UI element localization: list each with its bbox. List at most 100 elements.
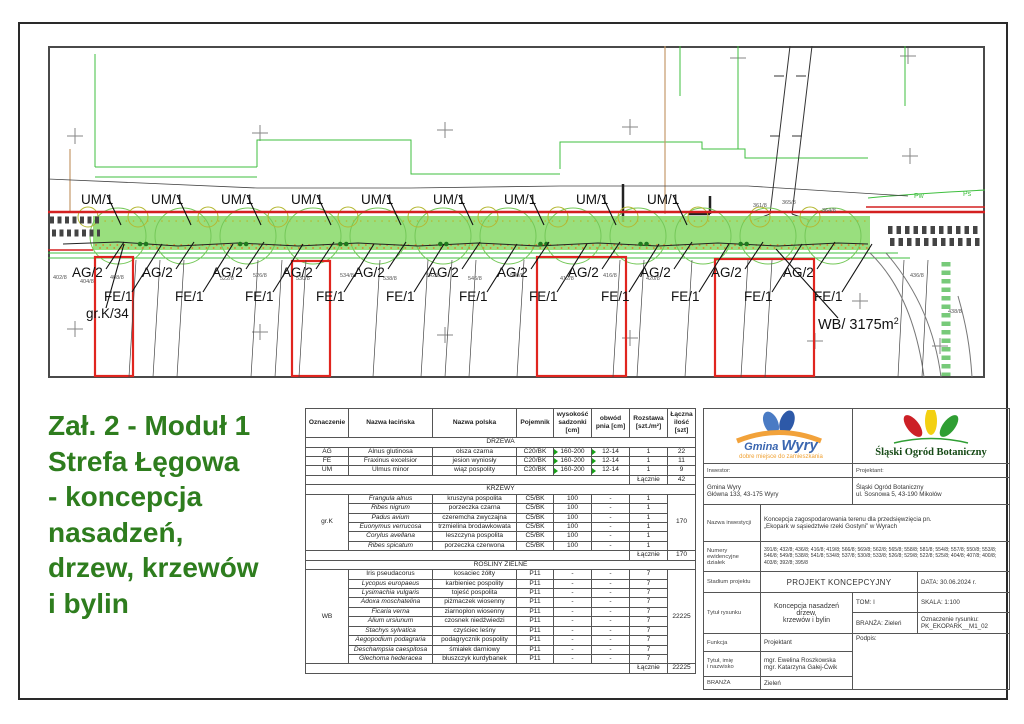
table-cell: Łącznie bbox=[629, 663, 668, 674]
table-cell: 7 bbox=[629, 644, 668, 655]
table-cell: C20/BK bbox=[516, 446, 554, 458]
tree-canopy-circles bbox=[89, 207, 862, 265]
table-row: Ficaria verna ziarnopłon wiosenny P11- -7 bbox=[306, 606, 696, 618]
table-cell: 100 bbox=[553, 512, 592, 524]
section-title: DRZEWA bbox=[305, 437, 696, 448]
svg-text:364/8: 364/8 bbox=[822, 208, 836, 214]
col-header: Oznaczenie bbox=[305, 408, 349, 438]
svg-text:438/8: 438/8 bbox=[948, 309, 962, 315]
table-cell: wiąz pospolity bbox=[432, 465, 517, 476]
branza-label: BRANŻA bbox=[703, 676, 761, 690]
table-cell: podagrycznik pospolity bbox=[432, 635, 517, 646]
table-cell: karbieniec pospolity bbox=[432, 578, 517, 590]
table-cell: Ulmus minor bbox=[348, 465, 433, 476]
svg-text:546/8: 546/8 bbox=[468, 276, 482, 282]
stadium-value: PROJEKT KONCEPCYJNY bbox=[760, 571, 918, 593]
parcel-numbers: 402/8 404/8 408/8 522/8 526/8 530/8 534/… bbox=[53, 200, 962, 315]
table-cell: 1 bbox=[629, 540, 668, 552]
table-cell: - bbox=[591, 616, 630, 627]
table-cell: 12-14 bbox=[591, 455, 630, 467]
table-cell: kruszyna pospolita bbox=[432, 493, 517, 505]
section-header-drzewa: DRZEWA bbox=[305, 437, 696, 448]
svg-text:522/8: 522/8 bbox=[220, 276, 234, 282]
table-cell: C5/BK bbox=[516, 540, 554, 552]
table-cell: 7 bbox=[629, 578, 668, 590]
table-cell: 1 bbox=[629, 455, 668, 467]
tytul-value: Koncepcja nasadzeń drzew, krzewów i byli… bbox=[760, 592, 853, 634]
plan-label-ag: AG/2 bbox=[72, 265, 103, 280]
table-cell: P11 bbox=[516, 569, 554, 580]
table-cell: - bbox=[591, 625, 630, 637]
tytul-label: Tytuł rysunku bbox=[703, 592, 761, 634]
table-row: Stachys sylvatica czyściec leśny P11- -7 bbox=[306, 625, 696, 637]
branza-value: Zieleń bbox=[760, 676, 853, 690]
table-cell: - bbox=[591, 644, 630, 655]
plan-label-grk: gr.K/34 bbox=[86, 306, 129, 321]
svg-text:530/8: 530/8 bbox=[296, 276, 310, 282]
table-row: FE Fraxinus excelsior jesion wyniosły C20/B… bbox=[305, 455, 696, 467]
oznaczenie-value: Oznaczenie rysunku: PK_EKOPARK__M1_02 bbox=[917, 612, 1010, 634]
table-cell: Frangula alnus bbox=[348, 493, 433, 505]
table-cell: 1 bbox=[629, 512, 668, 524]
table-cell: 160-200 bbox=[553, 465, 592, 476]
plan-label-um: UM/1 bbox=[504, 192, 536, 207]
table-cell: tojeść pospolita bbox=[432, 588, 517, 599]
group-total-cell: 170 bbox=[667, 493, 696, 552]
col-header: Nazwa polska bbox=[432, 408, 517, 438]
table-cell: - bbox=[591, 635, 630, 646]
table-cell: 1 bbox=[629, 531, 668, 542]
table-row: Ribes nigrum porzeczka czarna C5/BK 100-1 bbox=[306, 503, 696, 514]
table-cell bbox=[305, 663, 630, 674]
plan-label-ag: AG/2 bbox=[282, 265, 313, 280]
section-title: KRZEWY bbox=[305, 484, 696, 495]
table-cell: Alnus glutinosa bbox=[348, 446, 433, 458]
table-row: UM Ulmus minor wiąz pospolity C20/BK 160-200… bbox=[305, 465, 696, 476]
svg-text:534/8: 534/8 bbox=[340, 273, 354, 279]
table-cell: 100 bbox=[553, 531, 592, 542]
table-cell: 1 bbox=[629, 446, 668, 458]
table-cell: - bbox=[553, 653, 592, 665]
site-plan: UM/1 UM/1 UM/1 UM/1 UM/1 UM/1 UM/1 UM/1 … bbox=[48, 46, 985, 378]
plan-label-um: UM/1 bbox=[647, 192, 679, 207]
function-row: Funkcja Projektant Podpis: bbox=[703, 633, 1010, 690]
sob-logo-text: Śląski Ogród Botaniczny bbox=[875, 446, 987, 458]
imie-value: mgr. Ewelina Roszkowska mgr. Katarzyna G… bbox=[760, 651, 853, 677]
table-cell: - bbox=[591, 569, 630, 580]
table-cell: C20/BK bbox=[516, 455, 554, 467]
table-cell: - bbox=[553, 606, 592, 618]
red-boundaries bbox=[48, 206, 985, 251]
svg-text:402/8: 402/8 bbox=[53, 275, 67, 281]
table-cell: - bbox=[591, 503, 630, 514]
svg-text:404/8: 404/8 bbox=[80, 279, 94, 285]
table-cell: czosnek niedźwiedzi bbox=[432, 616, 517, 627]
table-cell: porzeczka czerwona bbox=[432, 540, 517, 552]
plan-label-fe: FE/1 bbox=[671, 289, 700, 304]
plan-label-pw: Pw bbox=[914, 193, 925, 200]
plan-label-um: UM/1 bbox=[151, 192, 183, 207]
table-cell: FE bbox=[305, 455, 349, 467]
table-cell: czyściec leśny bbox=[432, 625, 517, 637]
gmina-wyry-logo: Gmina Wyry dobre miejsce do zamieszkania bbox=[703, 408, 853, 464]
svg-text:550/8: 550/8 bbox=[510, 273, 524, 279]
numery-label: Numery ewidencyjne działek bbox=[703, 541, 761, 572]
numery-value: 391/8; 432/8; 436/8; 416/8; 419/8; 566/8… bbox=[760, 541, 1010, 572]
table-cell: Lycopus europaeus bbox=[348, 578, 433, 590]
table-cell: bluszczyk kurdybanek bbox=[432, 653, 517, 665]
funkcja-label: Funkcja bbox=[703, 633, 761, 652]
table-cell: P11 bbox=[516, 616, 554, 627]
table-cell: P11 bbox=[516, 644, 554, 655]
table-cell: - bbox=[591, 578, 630, 590]
plan-label-um: UM/1 bbox=[221, 192, 253, 207]
date-value: DATA: 30.06.2024 r. bbox=[917, 571, 1010, 593]
table-cell: Glechoma hederacea bbox=[348, 653, 433, 665]
table-cell: Deschampsia caespitosa bbox=[348, 644, 433, 655]
group-cell: gr.K bbox=[305, 493, 349, 552]
table-cell: Ficaria verna bbox=[348, 606, 433, 618]
table-cell: - bbox=[553, 616, 592, 627]
table-cell: - bbox=[553, 569, 592, 580]
section-header-krzewy: KRZEWY bbox=[305, 484, 696, 495]
table-cell: 1 bbox=[629, 503, 668, 514]
table-row: Adoxa moschatelina piżmaczek wiosenny P11-… bbox=[306, 597, 696, 608]
table-cell: - bbox=[553, 635, 592, 646]
table-cell: - bbox=[553, 644, 592, 655]
